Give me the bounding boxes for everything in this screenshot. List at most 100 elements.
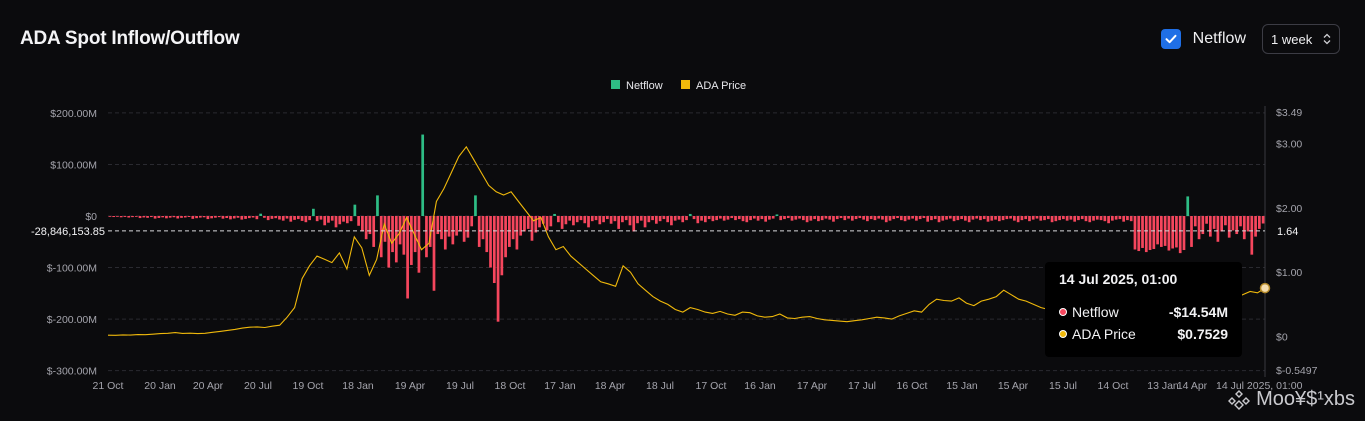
- netflow-bar: [862, 216, 865, 220]
- netflow-bar: [817, 216, 820, 222]
- tooltip-label: Netflow: [1072, 304, 1119, 320]
- netflow-bar: [131, 216, 134, 218]
- netflow-bar: [338, 216, 342, 225]
- netflow-bar: [613, 216, 617, 222]
- netflow-bar: [425, 216, 428, 258]
- legend-item-0[interactable]: Netflow: [611, 80, 663, 92]
- netflow-bar: [1197, 216, 1201, 240]
- netflow-bar: [157, 216, 161, 218]
- netflow-bar: [813, 216, 816, 220]
- netflow-bar: [1160, 216, 1163, 247]
- legend-swatch: [681, 80, 690, 89]
- x-axis-tick: 16 Jan: [744, 380, 776, 392]
- netflow-bar: [677, 216, 681, 220]
- netflow-bar: [210, 216, 213, 219]
- netflow-checkbox[interactable]: [1160, 29, 1181, 49]
- netflow-bar: [899, 216, 903, 221]
- netflow-bar: [850, 216, 854, 221]
- netflow-bar: [756, 216, 760, 221]
- netflow-bar: [666, 216, 670, 223]
- legend-item-1[interactable]: ADA Price: [681, 80, 746, 92]
- netflow-bar: [1001, 216, 1005, 221]
- x-axis-tick: 17 Jul: [848, 380, 876, 392]
- x-axis-tick: 15 Jan: [946, 380, 978, 392]
- netflow-bar: [801, 216, 805, 221]
- netflow-bar: [805, 216, 809, 223]
- netflow-bar: [146, 216, 149, 218]
- netflow-bar: [1126, 216, 1129, 221]
- netflow-bar: [515, 216, 519, 250]
- netflow-bar: [1028, 216, 1031, 222]
- x-axis-tick: 19 Apr: [395, 380, 426, 392]
- netflow-bar: [598, 216, 602, 225]
- netflow-bar: [127, 216, 131, 218]
- x-axis-tick: 14 Apr: [1177, 380, 1208, 392]
- netflow-bar: [1175, 216, 1178, 248]
- netflow-bar: [1216, 216, 1220, 242]
- x-axis-tick: 21 Oct: [93, 380, 124, 392]
- watermark-logo-icon: [1228, 389, 1251, 410]
- x-axis-tick: 17 Jan: [544, 380, 576, 392]
- netflow-bar: [1020, 216, 1024, 221]
- netflow-bar: [315, 216, 319, 222]
- netflow-bar: [1212, 216, 1216, 229]
- tooltip-value: $0.7529: [1177, 326, 1228, 342]
- netflow-bar: [232, 216, 236, 219]
- right-axis-tick: $1.00: [1276, 267, 1302, 279]
- netflow-bar: [911, 216, 914, 219]
- netflow-bar: [907, 216, 911, 220]
- netflow-bar: [1016, 216, 1020, 223]
- netflow-bar: [1239, 216, 1242, 227]
- netflow-bar: [741, 216, 745, 222]
- netflow-bar: [1073, 216, 1077, 222]
- netflow-bar: [1107, 216, 1110, 224]
- netflow-bar: [485, 216, 489, 253]
- netflow-bar: [244, 216, 247, 219]
- netflow-bar: [779, 216, 783, 221]
- netflow-bar: [896, 216, 899, 219]
- netflow-bar: [142, 216, 146, 218]
- netflow-bar: [1242, 216, 1246, 240]
- netflow-bar: [526, 216, 530, 229]
- netflow-bar: [255, 216, 259, 220]
- netflow-bar: [681, 216, 685, 223]
- interval-select[interactable]: 1 week: [1262, 24, 1340, 54]
- netflow-bar: [560, 216, 564, 229]
- price-dot-icon: [1059, 330, 1067, 338]
- x-axis-tick: 20 Jan: [144, 380, 176, 392]
- netflow-bar: [519, 216, 523, 236]
- legend-label: ADA Price: [696, 80, 746, 92]
- netflow-bar: [1062, 216, 1065, 220]
- netflow-bar: [1137, 216, 1141, 252]
- netflow-bar: [997, 216, 1001, 222]
- netflow-bar: [839, 216, 843, 219]
- netflow-bar: [1058, 216, 1061, 221]
- netflow-bar: [281, 216, 285, 221]
- x-axis-tick: 18 Jan: [342, 380, 374, 392]
- netflow-bar: [406, 216, 409, 299]
- netflow-bar: [440, 216, 443, 240]
- netflow-bar: [587, 216, 590, 228]
- netflow-bar: [349, 216, 353, 222]
- netflow-bar: [153, 216, 157, 219]
- netflow-bar: [858, 216, 862, 219]
- netflow-bar: [1129, 216, 1133, 222]
- netflow-bar: [662, 216, 666, 220]
- page-title: ADA Spot Inflow/Outflow: [20, 28, 240, 49]
- netflow-bar: [696, 216, 700, 224]
- netflow-bar: [1024, 216, 1028, 220]
- netflow-bar: [466, 216, 470, 238]
- netflow-bar: [553, 213, 556, 216]
- legend-swatch: [611, 80, 620, 89]
- tooltip-row-netflow: Netflow -$14.54M: [1059, 301, 1228, 323]
- netflow-bar: [1167, 216, 1171, 251]
- netflow-bar: [670, 216, 673, 226]
- netflow-bar: [1254, 216, 1257, 237]
- netflow-bar: [594, 216, 598, 221]
- netflow-bar: [353, 204, 357, 216]
- x-axis-tick: 18 Oct: [495, 380, 526, 392]
- netflow-bar: [685, 216, 688, 221]
- netflow-bar: [312, 208, 315, 216]
- netflow-bar: [549, 216, 553, 227]
- netflow-bar: [1092, 216, 1095, 221]
